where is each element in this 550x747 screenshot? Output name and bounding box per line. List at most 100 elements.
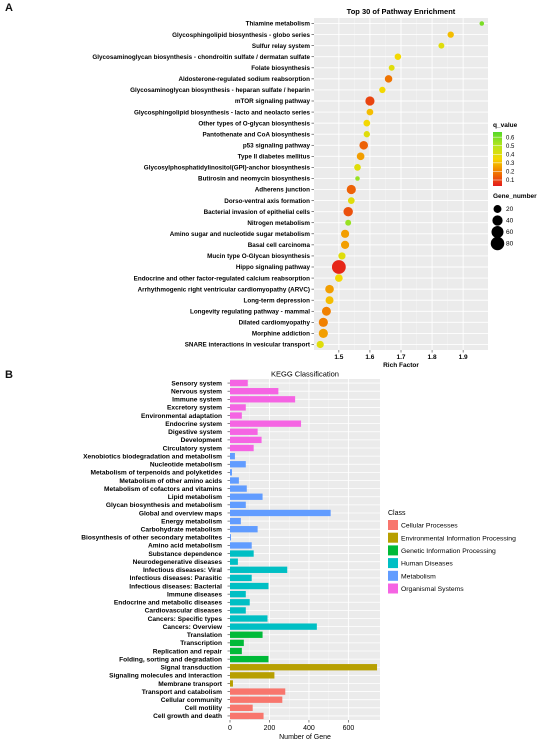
color-legend-label: 0.3	[506, 161, 515, 167]
data-point	[340, 240, 350, 249]
data-point	[318, 317, 328, 327]
y-tick-label: Glycosaminoglycan biosynthesis - heparan…	[130, 87, 310, 94]
color-legend-label: 0.4	[506, 152, 515, 158]
y-tick-label: Carbohydrate metabolism	[141, 527, 222, 534]
y-tick-label: Dorso-ventral axis formation	[224, 198, 310, 205]
data-point	[379, 86, 386, 94]
x-tick-label: 0	[228, 725, 232, 732]
data-point	[359, 140, 369, 150]
y-tick-label: Infectious diseases: Viral	[143, 567, 222, 574]
bar	[230, 647, 242, 655]
bar	[230, 712, 264, 720]
chart-title: KEGG Classification	[271, 370, 339, 379]
bar	[230, 396, 296, 403]
y-tick-label: Development	[181, 437, 223, 444]
y-tick-label: Nitrogen metabolism	[247, 220, 310, 227]
y-tick-label: Endocrine and other factor-regulated cal…	[134, 275, 310, 282]
legend-swatch	[388, 532, 398, 543]
chart-title: Top 30 of Pathway Enrichment	[347, 7, 456, 16]
bar	[230, 582, 269, 590]
bar	[230, 444, 254, 452]
data-point	[347, 197, 355, 204]
kegg-classification-chart: KEGG Classification 0 200 400 600 Number of G…	[81, 370, 516, 742]
bar	[230, 501, 246, 509]
y-tick-label: Infectious diseases: Parasitic	[130, 575, 223, 582]
color-legend-label: 0.1	[506, 178, 515, 184]
size-legend-dot	[492, 215, 503, 226]
y-tick-label: Endocrine and metabolic diseases	[114, 600, 222, 607]
y-tick-label: Amino acid metabolism	[148, 543, 222, 550]
y-tick-label: Glycosaminoglycan biosynthesis - chondro…	[92, 54, 310, 61]
y-tick-label: Infectious diseases: Bacterial	[129, 583, 222, 590]
y-tick-label: Thiamine metabolism	[246, 21, 311, 28]
bar	[230, 696, 283, 703]
x-tick-label: 200	[264, 725, 276, 732]
y-tick-label: Immune diseases	[167, 591, 222, 598]
y-tick-label: Cell growth and death	[153, 713, 222, 720]
bar	[230, 461, 246, 468]
y-tick-label: Pantothenate and CoA biosynthesis	[202, 131, 310, 138]
y-tick-label: Arrhythmogenic right ventricular cardiom…	[138, 286, 310, 293]
bar	[230, 379, 248, 387]
y-tick-label: Membrane transport	[158, 681, 223, 688]
y-tick-label: Butirosin and neomycin biosynthesis	[198, 176, 310, 183]
bar	[230, 469, 232, 476]
legend-label: Environmental Information Processing	[401, 535, 516, 542]
y-tick-label: Digestive system	[168, 429, 222, 436]
data-point	[354, 164, 361, 171]
bar	[230, 688, 286, 695]
y-tick-label: Long-term depression	[244, 297, 311, 304]
y-tick-label: Circulatory system	[163, 445, 223, 452]
bar	[230, 704, 253, 711]
y-tick-label: Nervous system	[171, 388, 222, 395]
y-tick-label: Metabolism of other amino acids	[119, 478, 222, 485]
legend-swatch	[388, 558, 398, 569]
color-legend-label: 0.6	[506, 135, 515, 141]
y-tick-label: Amino sugar and nucleotide sugar metabol…	[170, 231, 311, 238]
y-tick-label: Substance dependence	[148, 551, 222, 558]
panel-label-a: A	[5, 2, 13, 14]
data-point	[479, 21, 485, 26]
legend-swatch	[388, 545, 398, 556]
data-point	[335, 274, 343, 282]
data-point	[388, 64, 395, 71]
y-tick-label: p53 signaling pathway	[243, 142, 311, 149]
data-point	[365, 96, 375, 106]
y-tick-label: Transport and catabolism	[142, 689, 222, 696]
bar	[230, 420, 302, 427]
y-tick-label: Metabolism of cofactors and vitamins	[104, 486, 222, 493]
data-point	[343, 206, 353, 217]
y-tick-label: Signaling molecules and interaction	[109, 673, 222, 680]
bar	[230, 639, 244, 647]
data-point	[346, 184, 356, 195]
x-tick-label: 1.6	[365, 354, 374, 361]
data-point	[321, 306, 331, 316]
y-tick-label: Aldosterone-regulated sodium reabsorptio…	[178, 76, 310, 83]
color-legend-label: 0.2	[506, 170, 515, 176]
bar	[230, 517, 241, 525]
bar	[230, 485, 247, 492]
data-point	[355, 176, 360, 181]
bar	[230, 680, 233, 687]
bar	[230, 509, 331, 517]
size-legend-label: 20	[506, 206, 514, 213]
y-tick-label: Translation	[187, 632, 222, 639]
size-legend-dot	[491, 225, 504, 239]
x-tick-label: 1.8	[428, 354, 437, 361]
y-tick-label: Sulfur relay system	[252, 43, 310, 50]
legend-swatch	[388, 520, 398, 530]
bar	[230, 477, 239, 484]
panel-label-b: B	[5, 369, 13, 381]
bar	[230, 623, 317, 630]
data-point	[316, 340, 324, 349]
data-point	[447, 31, 454, 38]
bar	[230, 607, 246, 614]
y-tick-label: SNARE interactions in vesicular transpor…	[185, 342, 311, 349]
y-tick-label: Folate biosynthesis	[251, 65, 310, 72]
y-tick-label: Type II diabetes mellitus	[238, 154, 311, 161]
y-tick-label: Longevity regulating pathway - mammal	[190, 308, 310, 315]
bar	[230, 388, 279, 395]
data-point	[394, 53, 402, 60]
data-point	[384, 75, 393, 83]
bar	[230, 534, 231, 541]
